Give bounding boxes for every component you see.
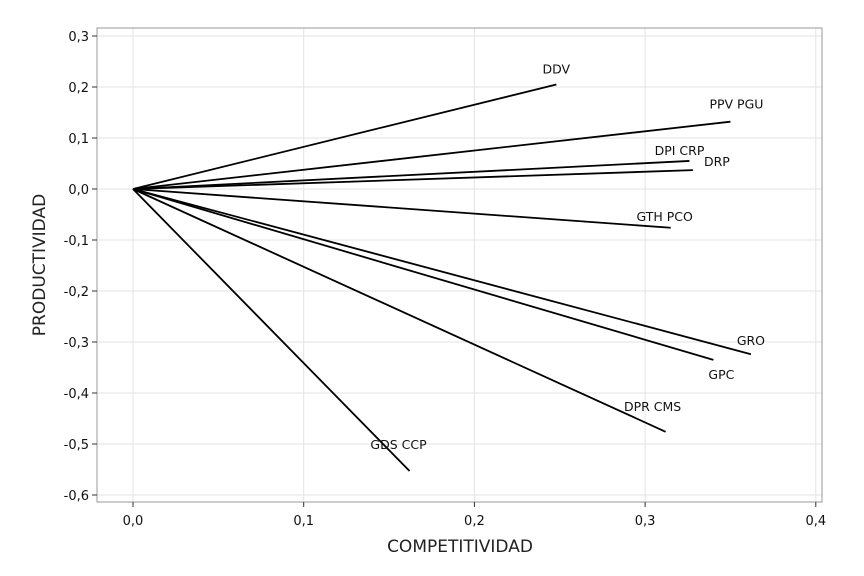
plot-area-frame	[96, 27, 823, 503]
vectors	[132, 83, 752, 472]
y-axis-title: PRODUCTIVIDAD	[30, 194, 50, 336]
y-tick-label: -0,3	[64, 336, 89, 351]
y-tick-label: -0,4	[64, 387, 89, 402]
vector-line	[132, 188, 752, 356]
x-tick-label: 0,3	[635, 514, 656, 529]
vector-label: DPI CRP	[655, 143, 705, 158]
y-tick-label: 0,2	[68, 81, 89, 96]
y-tick-label: -0,1	[64, 234, 89, 249]
vector-line	[132, 169, 693, 190]
vector-label: DRP	[704, 154, 730, 169]
vector-line	[132, 188, 671, 229]
y-tick-label: 0,3	[68, 30, 89, 45]
vector-line	[132, 160, 690, 190]
vector-line	[132, 120, 731, 190]
vector-label: GDS CCP	[370, 437, 427, 452]
y-tick-label: 0,1	[68, 132, 89, 147]
grid	[97, 28, 822, 502]
y-tick-label: -0,2	[64, 285, 89, 300]
vector-label: DPR CMS	[624, 399, 681, 414]
y-tick-label: -0,5	[64, 438, 89, 453]
axis-ticks: 0,0 0,1 0,2 0,3 0,4 0,3 0,2 0,1 0,0 -0,1 -0,2 -0,3 -…	[64, 30, 827, 529]
vector-line	[132, 188, 411, 472]
x-tick-label: 0,4	[805, 514, 826, 529]
vector-line	[132, 188, 666, 433]
vector-label: GPC	[708, 367, 734, 382]
vector-label: PPV PGU	[709, 97, 763, 112]
vector-line	[132, 188, 714, 361]
vector-label: GRO	[737, 333, 765, 348]
y-tick-label: 0,0	[68, 183, 89, 198]
vector-label: GTH PCO	[637, 209, 694, 224]
vector-label: DDV	[543, 61, 571, 76]
x-tick-label: 0,0	[123, 514, 144, 529]
x-tick-label: 0,1	[293, 514, 314, 529]
x-axis-title: COMPETITIVIDAD	[387, 537, 533, 557]
x-tick-label: 0,2	[464, 514, 485, 529]
vector-line	[132, 83, 557, 190]
y-tick-label: -0,6	[64, 489, 89, 504]
